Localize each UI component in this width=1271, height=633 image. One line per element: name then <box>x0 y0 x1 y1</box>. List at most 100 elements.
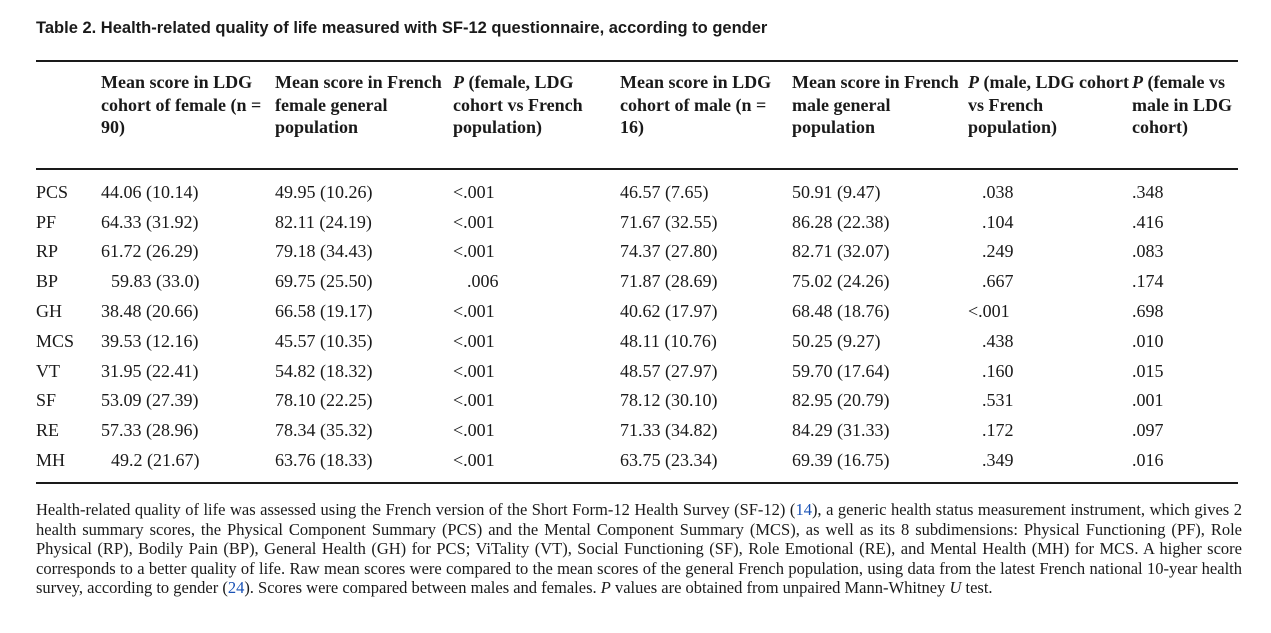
footnote-italic-u: U <box>949 578 962 597</box>
column-header: P (male, LDG cohort vs French population… <box>968 62 1132 177</box>
table-cell: 82.71 (32.07) <box>792 241 890 262</box>
table-cell: 59.70 (17.64) <box>792 360 890 381</box>
row-label: SF <box>36 390 57 411</box>
table-cell: 84.29 (31.33) <box>792 420 890 441</box>
table-cell: .010 <box>1132 330 1164 351</box>
table-row: SF 53.09 (27.39) 78.10 (22.25) <.001 78.12 (… <box>36 386 1238 416</box>
column-header: P (female vs male in LDG cohort) <box>1132 62 1238 177</box>
table-cell: 59.83 (33.0) <box>111 271 200 292</box>
table-cell: 69.75 (25.50) <box>275 271 373 292</box>
table-cell: 69.39 (16.75) <box>792 450 890 471</box>
table-cell: 82.95 (20.79) <box>792 390 890 411</box>
table-cell: 82.11 (24.19) <box>275 211 372 232</box>
table-cell: 31.95 (22.41) <box>101 360 199 381</box>
column-header: Mean score in French male general popula… <box>792 62 968 177</box>
table-cell: 54.82 (18.32) <box>275 360 373 381</box>
top-rule <box>36 60 1238 62</box>
table-cell: 66.58 (19.17) <box>275 301 373 322</box>
column-header-text: Mean score in French male general popula… <box>792 72 959 137</box>
table-cell: .698 <box>1132 301 1164 322</box>
column-header: Mean score in LDG cohort of female (n = … <box>101 62 275 177</box>
column-header-italic: P <box>453 72 464 92</box>
table-cell: <.001 <box>968 301 1010 322</box>
table-cell: 78.34 (35.32) <box>275 420 373 441</box>
table-cell: <.001 <box>453 301 495 322</box>
table-cell: 78.10 (22.25) <box>275 390 373 411</box>
table-cell: <.001 <box>453 450 495 471</box>
header-rule <box>36 168 1238 170</box>
column-header-text: (male, LDG cohort vs French population) <box>968 72 1129 137</box>
row-label: GH <box>36 301 62 322</box>
table-cell: 71.33 (34.82) <box>620 420 718 441</box>
table-row: MH 49.2 (21.67) 63.76 (18.33) <.001 63.75 (2… <box>36 445 1238 475</box>
table-footnote: Health-related quality of life was asses… <box>36 500 1242 598</box>
column-header-italic: P <box>1132 72 1143 92</box>
table-cell: 63.76 (18.33) <box>275 450 373 471</box>
reference-link[interactable]: 24 <box>227 578 245 597</box>
table-cell: .006 <box>467 271 499 292</box>
table-cell: .097 <box>1132 420 1164 441</box>
table-cell: 71.67 (32.55) <box>620 211 718 232</box>
table-cell: 40.62 (17.97) <box>620 301 718 322</box>
table-cell: <.001 <box>453 241 495 262</box>
table-cell: <.001 <box>453 360 495 381</box>
table-cell: 61.72 (26.29) <box>101 241 199 262</box>
footnote-text: Health-related quality of life was asses… <box>36 500 796 519</box>
table-cell: .416 <box>1132 211 1164 232</box>
table-row: PCS 44.06 (10.14) 49.95 (10.26) <.001 46.57 … <box>36 177 1238 207</box>
column-header: P (female, LDG cohort vs French populati… <box>453 62 620 177</box>
table-cell: 39.53 (12.16) <box>101 330 199 351</box>
column-header-italic: P <box>968 72 979 92</box>
table-row: VT 31.95 (22.41) 54.82 (18.32) <.001 48.57 (… <box>36 356 1238 386</box>
table-title: Table 2. Health-related quality of life … <box>36 19 768 37</box>
table-row: RE 57.33 (28.96) 78.34 (35.32) <.001 71.33 (… <box>36 415 1238 445</box>
table-cell: 48.57 (27.97) <box>620 360 718 381</box>
table-cell: .249 <box>982 241 1014 262</box>
table-cell: 64.33 (31.92) <box>101 211 199 232</box>
column-header: Mean score in French female general popu… <box>275 62 453 177</box>
table-row: MCS 39.53 (12.16) 45.57 (10.35) <.001 48.11 … <box>36 326 1238 356</box>
row-label: VT <box>36 360 60 381</box>
table-cell: <.001 <box>453 420 495 441</box>
table-row: GH 38.48 (20.66) 66.58 (19.17) <.001 40.62 (… <box>36 296 1238 326</box>
table-cell: .667 <box>982 271 1014 292</box>
table-cell: 57.33 (28.96) <box>101 420 199 441</box>
table-cell: 46.57 (7.65) <box>620 181 709 202</box>
table-cell: 49.2 (21.67) <box>111 450 200 471</box>
row-label: PCS <box>36 181 69 202</box>
column-header-text: (female, LDG cohort vs French population… <box>453 72 583 137</box>
table-cell: 44.06 (10.14) <box>101 181 199 202</box>
table-cell: 71.87 (28.69) <box>620 271 718 292</box>
table-body: PCS 44.06 (10.14) 49.95 (10.26) <.001 46.57 … <box>36 177 1238 475</box>
table-header-row: Mean score in LDG cohort of female (n = … <box>36 62 1238 177</box>
row-label: MCS <box>36 330 75 351</box>
table-cell: .174 <box>1132 271 1164 292</box>
sf12-table: Mean score in LDG cohort of female (n = … <box>36 62 1238 475</box>
table-cell: .349 <box>982 450 1014 471</box>
table-cell: .438 <box>982 330 1014 351</box>
table-cell: 79.18 (34.43) <box>275 241 373 262</box>
table-cell: 49.95 (10.26) <box>275 181 373 202</box>
row-label: MH <box>36 450 66 471</box>
table-cell: <.001 <box>453 181 495 202</box>
table-cell: .015 <box>1132 360 1164 381</box>
column-header: Mean score in LDG cohort of male (n = 16… <box>620 62 792 177</box>
table-cell: .016 <box>1132 450 1164 471</box>
table-cell: 86.28 (22.38) <box>792 211 890 232</box>
footnote-italic-p: P <box>600 578 611 597</box>
table-cell: 50.25 (9.27) <box>792 330 881 351</box>
table-cell: 50.91 (9.47) <box>792 181 881 202</box>
column-header <box>36 62 101 177</box>
table-cell: .160 <box>982 360 1014 381</box>
table-cell: 74.37 (27.80) <box>620 241 718 262</box>
bottom-rule <box>36 482 1238 484</box>
table-cell: .001 <box>1132 390 1164 411</box>
table-cell: 53.09 (27.39) <box>101 390 199 411</box>
table-cell: <.001 <box>453 211 495 232</box>
table-row: PF 64.33 (31.92) 82.11 (24.19) <.001 71.67 (… <box>36 207 1238 237</box>
row-label: PF <box>36 211 57 232</box>
column-header-text: Mean score in LDG cohort of female (n = … <box>101 72 262 137</box>
table-cell: .172 <box>982 420 1014 441</box>
column-header-text: Mean score in French female general popu… <box>275 72 442 137</box>
reference-link[interactable]: 14 <box>795 500 812 519</box>
